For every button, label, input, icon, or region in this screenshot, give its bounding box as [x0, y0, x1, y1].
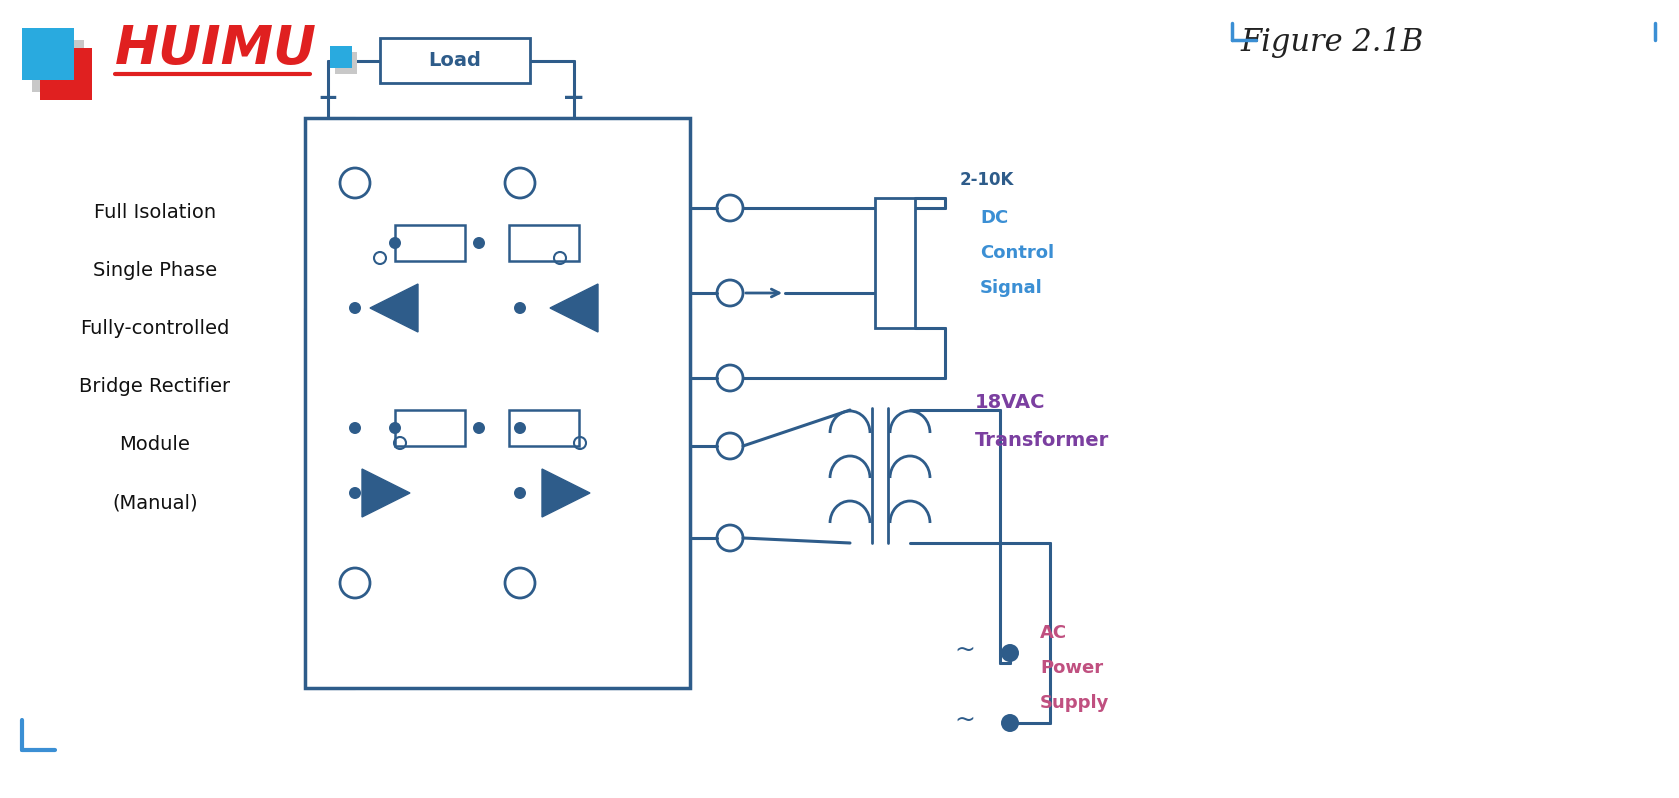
Circle shape	[514, 422, 526, 434]
Text: Load: Load	[428, 51, 482, 70]
Text: 6: 6	[670, 437, 682, 455]
Text: +5V 7: +5V 7	[626, 369, 682, 387]
Bar	[509, 225, 579, 261]
Bar	[22, 28, 74, 80]
Text: Power: Power	[1039, 659, 1103, 677]
Text: HUIMU: HUIMU	[114, 23, 317, 75]
Text: 2-10K: 2-10K	[960, 171, 1014, 189]
Circle shape	[1001, 714, 1019, 732]
Text: Figure 2.1B: Figure 2.1B	[1241, 27, 1424, 58]
Text: ~: ~	[955, 638, 975, 662]
Text: Single Phase: Single Phase	[92, 262, 217, 281]
Circle shape	[473, 422, 485, 434]
Text: +: +	[317, 86, 339, 110]
Text: 5: 5	[670, 529, 682, 547]
Circle shape	[1001, 644, 1019, 662]
Polygon shape	[363, 469, 410, 517]
Polygon shape	[369, 284, 418, 332]
Text: CON 8: CON 8	[625, 284, 682, 302]
Text: Control: Control	[981, 244, 1054, 262]
Bar	[395, 410, 465, 446]
Text: ~: ~	[955, 708, 975, 732]
Text: Module: Module	[119, 436, 190, 455]
Bar	[40, 48, 92, 100]
Circle shape	[390, 237, 401, 249]
Bar	[395, 225, 465, 261]
Text: Supply: Supply	[1039, 694, 1110, 712]
Text: COM 9: COM 9	[621, 199, 682, 217]
Circle shape	[514, 302, 526, 314]
Text: AC: AC	[1039, 624, 1068, 642]
Bar	[331, 46, 353, 68]
Circle shape	[390, 422, 401, 434]
Text: Transformer: Transformer	[975, 430, 1110, 449]
Text: Bridge Rectifier: Bridge Rectifier	[79, 377, 230, 397]
Circle shape	[349, 422, 361, 434]
Text: 3: 3	[351, 197, 363, 215]
Circle shape	[473, 237, 485, 249]
Text: 18VAC: 18VAC	[975, 393, 1046, 413]
Text: Fully-controlled: Fully-controlled	[81, 319, 230, 338]
Bar	[306, 118, 690, 688]
Bar	[875, 198, 915, 328]
Circle shape	[349, 302, 361, 314]
Text: −: −	[562, 84, 586, 112]
Bar	[32, 40, 84, 92]
Text: 4: 4	[512, 197, 524, 215]
Bar	[509, 410, 579, 446]
Bar	[336, 52, 358, 74]
Polygon shape	[542, 469, 589, 517]
Bar	[379, 38, 531, 83]
Text: Signal: Signal	[981, 279, 1043, 297]
Circle shape	[349, 487, 361, 499]
Text: DC: DC	[981, 209, 1009, 227]
Text: 2: 2	[512, 597, 524, 615]
Polygon shape	[551, 284, 598, 332]
Text: (Manual): (Manual)	[112, 493, 198, 512]
Text: Full Isolation: Full Isolation	[94, 203, 217, 223]
Circle shape	[514, 487, 526, 499]
Text: 1: 1	[351, 597, 363, 615]
